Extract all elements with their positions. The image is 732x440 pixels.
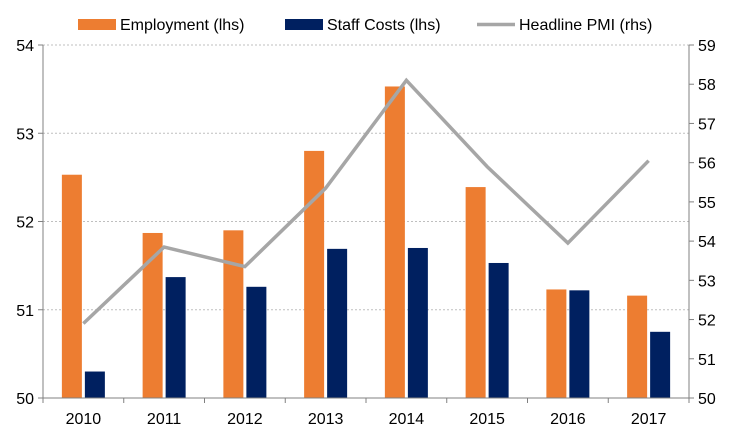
x-tick-label: 2017 [631,411,667,428]
right-tick-label: 52 [698,313,716,330]
left-tick-label: 53 [16,126,34,143]
bar-employment [61,174,82,398]
legend-employment-label: Employment (lhs) [120,17,244,34]
bar-staff-costs [488,262,509,398]
bar-staff-costs [165,277,186,398]
x-tick-label: 2016 [550,411,586,428]
bar-staff-costs [407,247,428,398]
right-tick-label: 55 [698,195,716,212]
bar-employment [223,230,244,398]
right-tick-label: 50 [698,391,716,408]
legend-staff-costs-swatch [285,19,323,30]
x-tick-label: 2011 [147,411,182,428]
x-tick-label: 2014 [389,411,425,428]
left-tick-label: 51 [16,303,34,320]
bar-employment [546,289,567,398]
right-tick-label: 53 [698,273,716,290]
left-tick-label: 50 [16,391,34,408]
line-headline-pmi [82,77,650,325]
right-tick-label: 58 [698,77,716,94]
bar-employment [465,187,486,398]
legend-staff-costs-label: Staff Costs (lhs) [327,17,441,34]
bar-employment [627,295,648,398]
bar-staff-costs [246,286,267,398]
line-series [82,77,650,325]
bar-employment [304,150,325,398]
axes: 50 51 52 53 54 50 51 52 53 54 55 56 57 58 59 2010 2011 20… [16,38,716,428]
legend-headline-pmi-label: Headline PMI (rhs) [519,17,652,34]
bar-staff-costs [569,290,590,398]
bar-staff-costs [84,371,105,398]
left-tick-label: 54 [16,38,34,55]
bar-staff-costs [650,331,671,398]
left-tick-label: 52 [16,215,34,232]
right-tick-label: 56 [698,156,716,173]
x-tick-label: 2012 [227,411,263,428]
x-tick-label: 2013 [308,411,344,428]
right-tick-label: 54 [698,234,716,251]
right-tick-label: 59 [698,38,716,55]
legend: Employment (lhs) Staff Costs (lhs) Headlin… [78,17,652,34]
right-tick-label: 51 [698,352,716,369]
x-tick-label: 2010 [66,411,102,428]
bar-employment [384,86,405,398]
bar-staff-costs [327,248,348,398]
bar-employment [142,232,163,398]
x-tick-label: 2015 [469,411,505,428]
bar-series [61,86,671,398]
legend-employment-swatch [78,19,116,30]
right-tick-label: 57 [698,116,716,133]
